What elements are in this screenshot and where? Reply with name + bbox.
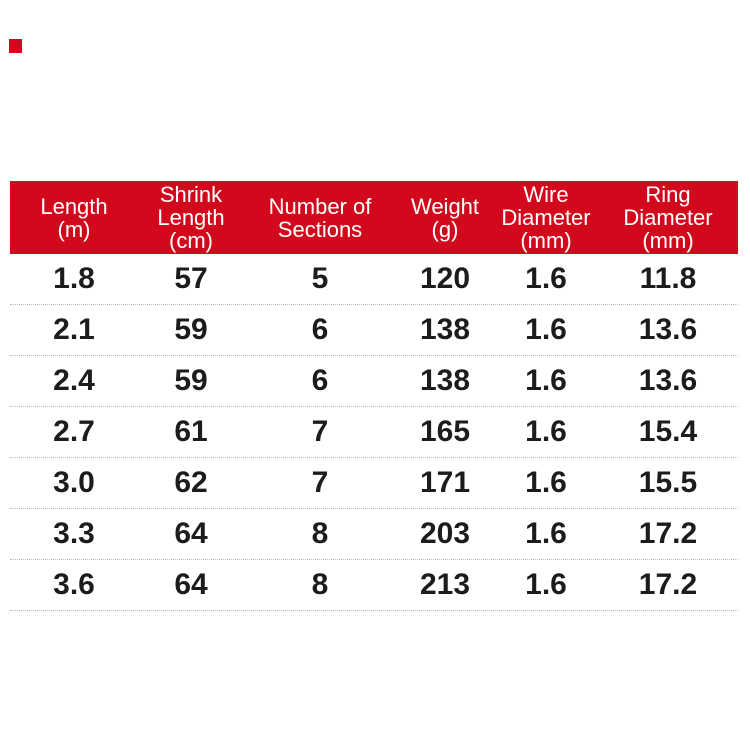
table-cell: 61 bbox=[174, 415, 208, 448]
table-cell: 2.4 bbox=[53, 364, 95, 397]
table-cell: 11.8 bbox=[639, 262, 697, 295]
table-cell: 3.0 bbox=[53, 466, 95, 499]
spec-table: Length (m) Shrink Length (cm) Number of … bbox=[10, 181, 738, 611]
table-cell: 6 bbox=[311, 364, 329, 397]
table-cell: 59 bbox=[174, 313, 208, 346]
table-body: 1.8 57 5 120 1.6 11.8 2.1 59 6 138 1.6 13.6 2.4 59 6 13… bbox=[10, 254, 738, 611]
table-row: 3.0 62 7 171 1.6 15.5 bbox=[10, 458, 738, 509]
table-cell: 59 bbox=[174, 364, 208, 397]
table-cell: 7 bbox=[311, 466, 329, 499]
table-cell: 203 bbox=[419, 517, 471, 550]
header-cell-weight: Weight (g) bbox=[410, 193, 480, 242]
table-cell: 1.6 bbox=[525, 364, 567, 397]
header-cell-shrink-length: Shrink Length (cm) bbox=[157, 182, 225, 253]
table-cell: 1.6 bbox=[525, 313, 567, 346]
table-row: 3.3 64 8 203 1.6 17.2 bbox=[10, 509, 738, 560]
table-cell: 213 bbox=[419, 568, 471, 601]
table-cell: 1.6 bbox=[525, 415, 567, 448]
table-cell: 1.6 bbox=[525, 466, 567, 499]
table-cell: 64 bbox=[174, 517, 208, 550]
table-cell: 15.4 bbox=[638, 415, 698, 448]
table-cell: 1.6 bbox=[525, 517, 567, 550]
table-cell: 7 bbox=[311, 415, 329, 448]
table-cell: 165 bbox=[419, 415, 471, 448]
header-cell-sections: Number of Sections bbox=[268, 193, 372, 242]
table-cell: 3.6 bbox=[53, 568, 95, 601]
table-row: 3.6 64 8 213 1.6 17.2 bbox=[10, 560, 738, 611]
header-cell-ring-diameter: Ring Diameter (mm) bbox=[623, 182, 713, 253]
table-cell: 8 bbox=[311, 568, 329, 601]
table-row: 1.8 57 5 120 1.6 11.8 bbox=[10, 254, 738, 305]
table-cell: 62 bbox=[174, 466, 208, 499]
table-cell: 13.6 bbox=[638, 313, 698, 346]
table-cell: 6 bbox=[311, 313, 329, 346]
table-cell: 1.6 bbox=[525, 568, 567, 601]
table-cell: 15.5 bbox=[638, 466, 698, 499]
table-cell: 17.2 bbox=[638, 517, 698, 550]
table-cell: 1.8 bbox=[53, 262, 95, 295]
header-cell-length: Length (m) bbox=[40, 193, 108, 242]
table-row: 2.7 61 7 165 1.6 15.4 bbox=[10, 407, 738, 458]
table-row: 2.1 59 6 138 1.6 13.6 bbox=[10, 305, 738, 356]
table-cell: 5 bbox=[311, 262, 329, 295]
table-cell: 3.3 bbox=[53, 517, 95, 550]
table-cell: 64 bbox=[174, 568, 208, 601]
table-cell: 138 bbox=[419, 313, 471, 346]
header-cell-wire-diameter: Wire Diameter (mm) bbox=[501, 182, 591, 253]
table-header: Length (m) Shrink Length (cm) Number of … bbox=[10, 181, 738, 254]
table-cell: 171 bbox=[419, 466, 471, 499]
table-cell: 1.6 bbox=[525, 262, 567, 295]
table-cell: 138 bbox=[419, 364, 471, 397]
table-cell: 13.6 bbox=[638, 364, 698, 397]
table-cell: 8 bbox=[311, 517, 329, 550]
table-cell: 57 bbox=[174, 262, 208, 295]
table-cell: 120 bbox=[419, 262, 471, 295]
table-row: 2.4 59 6 138 1.6 13.6 bbox=[10, 356, 738, 407]
corner-red-mark bbox=[9, 39, 22, 53]
table-cell: 2.7 bbox=[53, 415, 95, 448]
table-cell: 17.2 bbox=[638, 568, 698, 601]
table-cell: 2.1 bbox=[53, 313, 95, 346]
